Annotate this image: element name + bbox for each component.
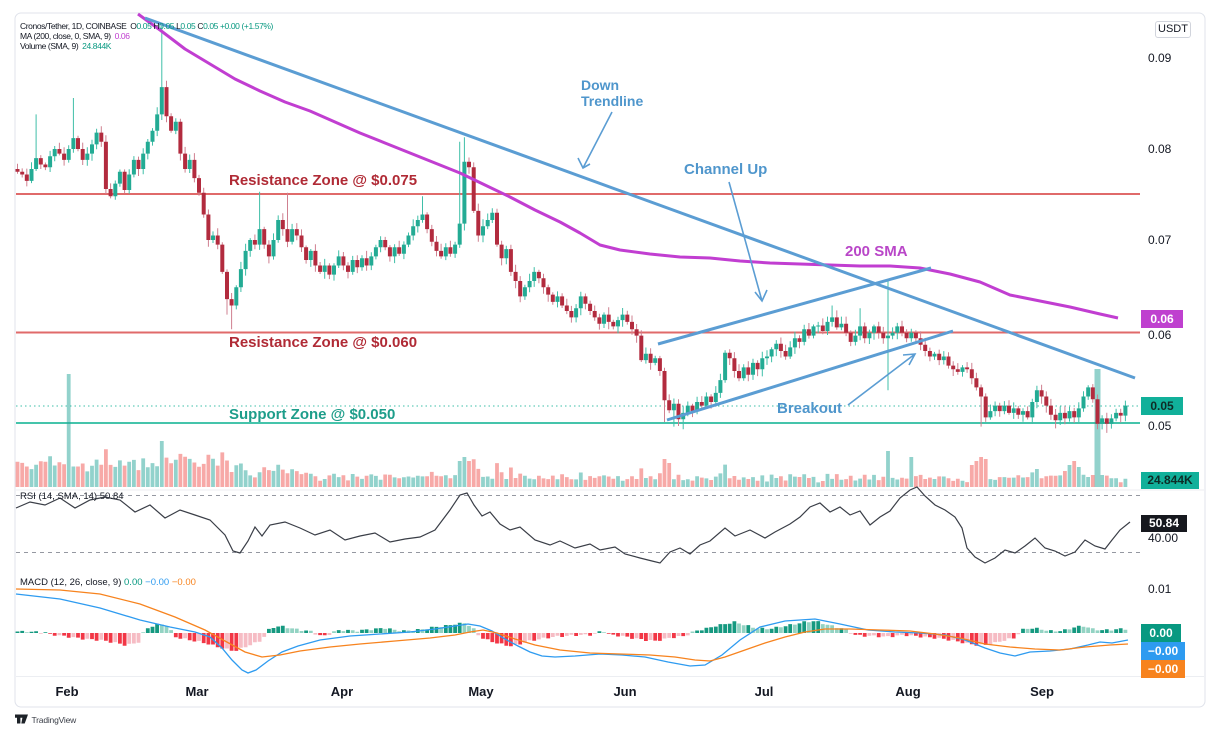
- svg-text:TradingView: TradingView: [32, 715, 78, 725]
